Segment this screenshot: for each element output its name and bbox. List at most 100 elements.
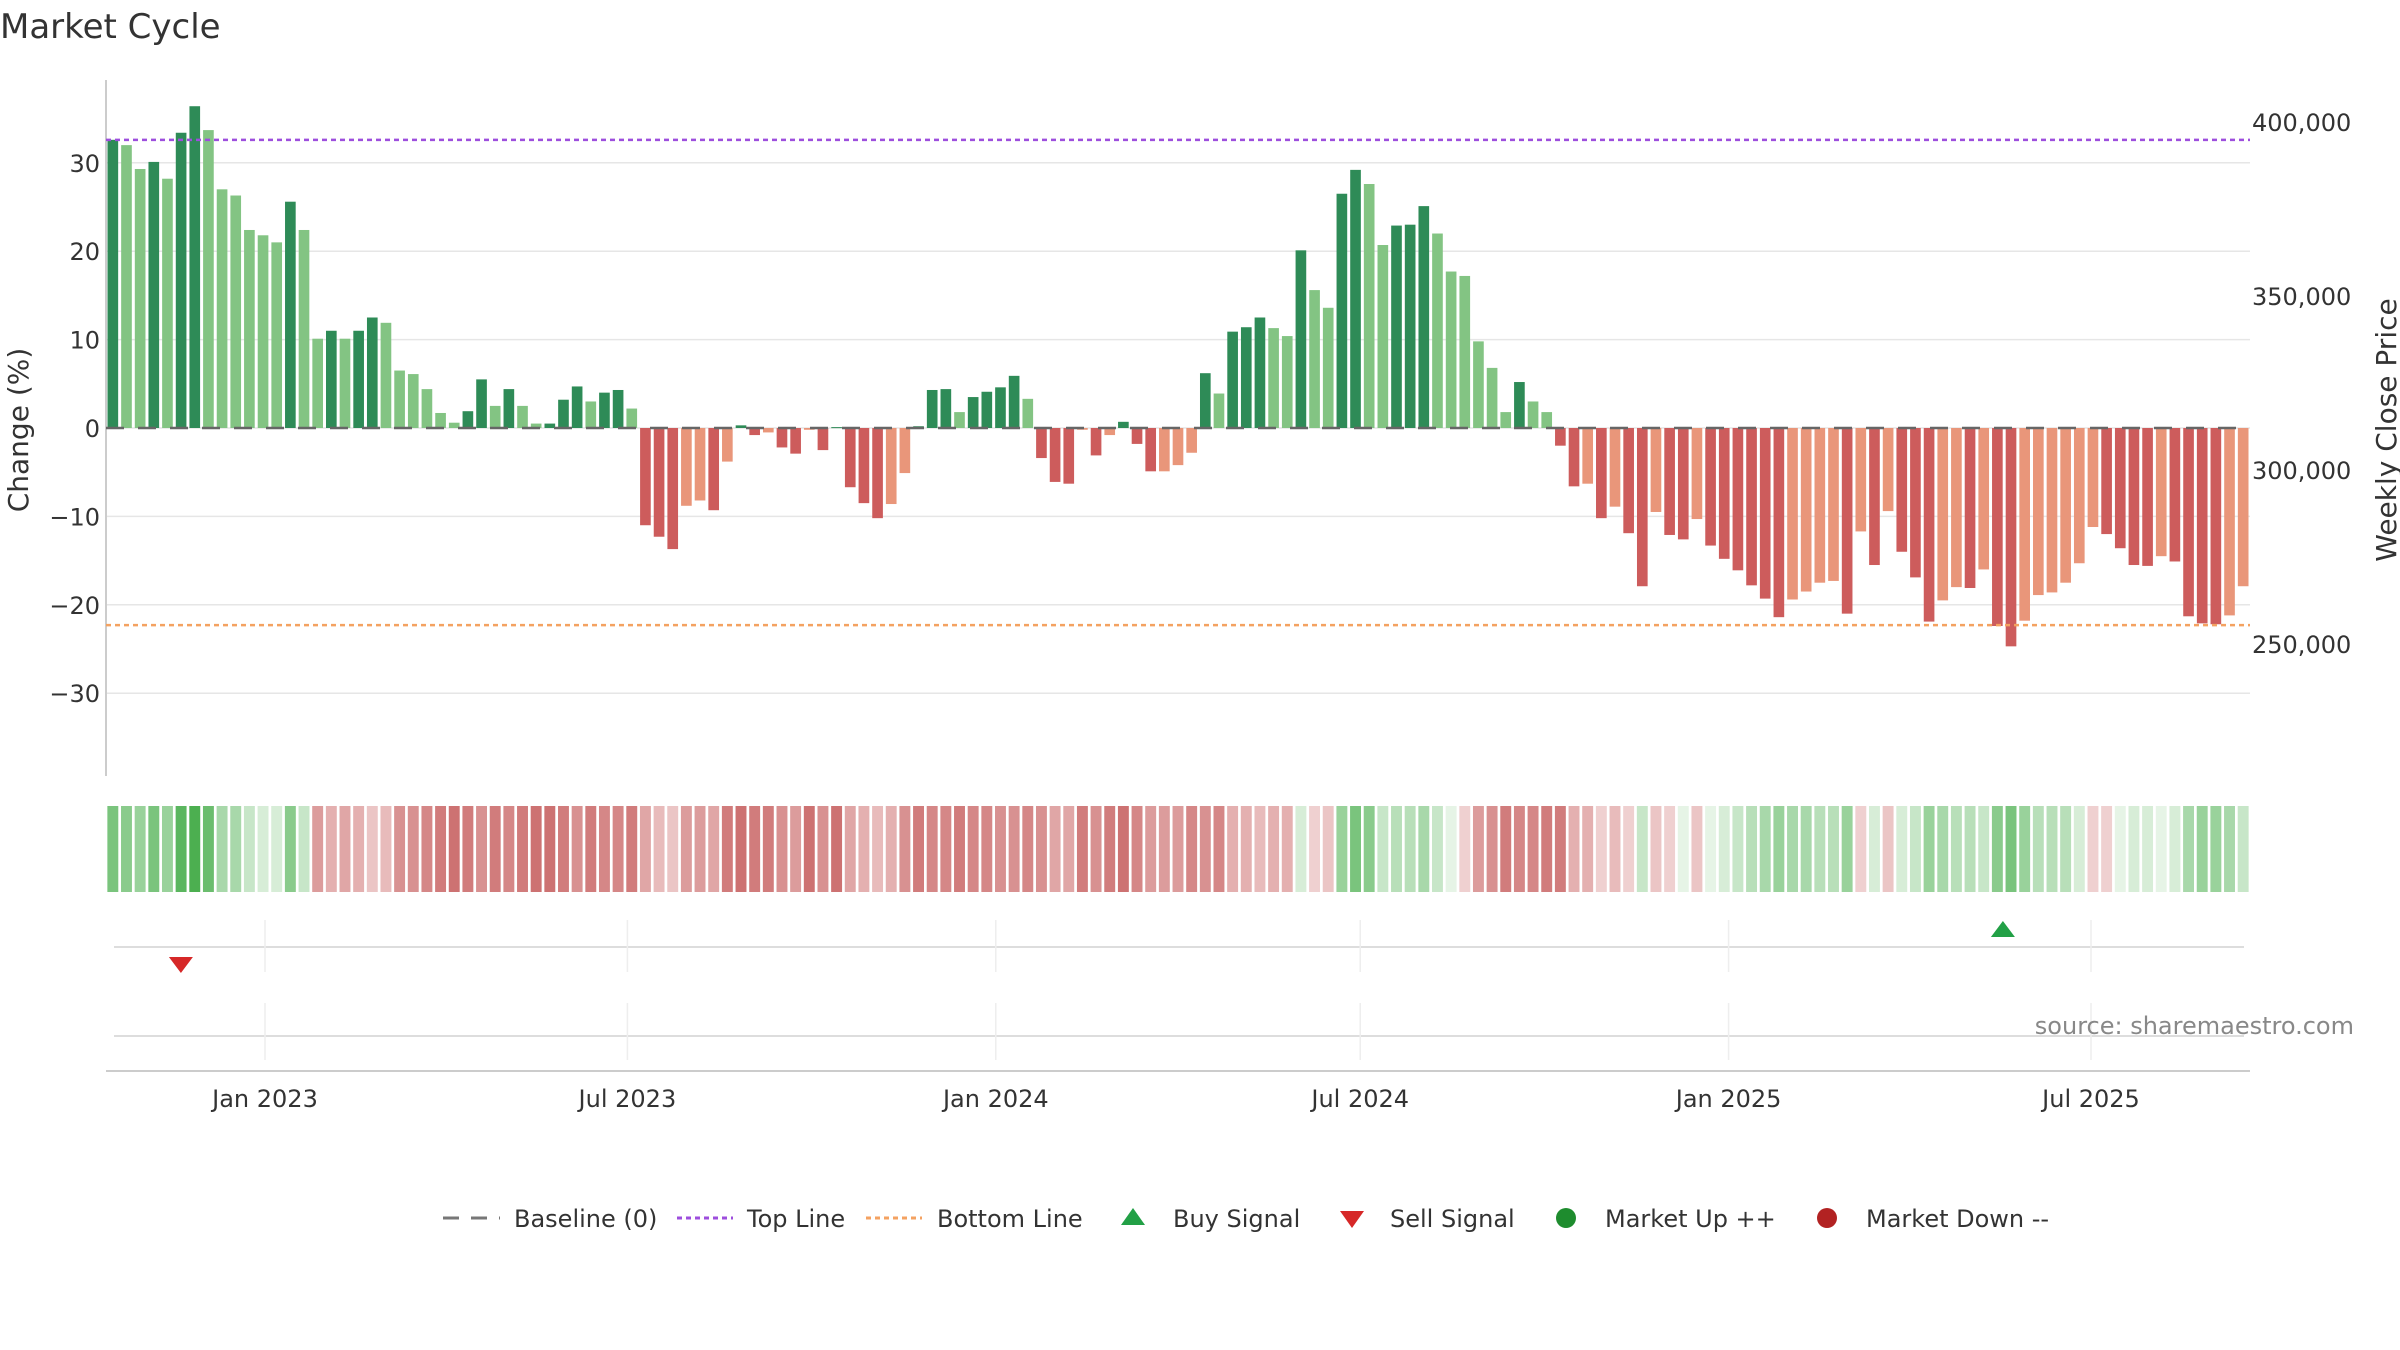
- change-bar: [1787, 428, 1798, 600]
- change-bar: [1500, 412, 1512, 428]
- right-tick-labels: 400,000 350,000 300,000 250,000: [2252, 109, 2351, 659]
- change-bar: [2101, 428, 2112, 535]
- change-bar: [1199, 373, 1211, 428]
- market-state-cell: [1964, 806, 1976, 892]
- market-state-cell: [1773, 806, 1785, 892]
- change-bar: [1527, 401, 1539, 428]
- change-bar: [585, 401, 597, 428]
- market-state-cell: [653, 806, 665, 892]
- change-bar: [462, 411, 474, 428]
- change-bar: [312, 338, 323, 428]
- market-state-cell: [776, 806, 788, 892]
- market-state-cell: [1828, 806, 1839, 892]
- change-bar: [1814, 428, 1826, 583]
- market-state-cell: [284, 806, 296, 892]
- x-tick-label: Jan 2025: [1674, 1085, 1782, 1113]
- market-state-cell: [1377, 806, 1389, 892]
- market-state-cell: [639, 806, 651, 892]
- right-axis-label: Weekly Close Price: [2370, 298, 2400, 561]
- legend-bottom-line-label: Bottom Line: [937, 1205, 1083, 1233]
- change-bar: [2169, 428, 2181, 562]
- market-state-cell: [2210, 806, 2222, 892]
- change-bar: [722, 428, 733, 462]
- change-bar: [1008, 375, 1020, 428]
- market-state-cell: [885, 806, 897, 892]
- market-state-cell: [694, 806, 706, 892]
- change-bar: [2073, 428, 2085, 564]
- change-bar: [667, 428, 679, 550]
- market-state-cell: [1732, 806, 1744, 892]
- right-tick-label: 300,000: [2252, 457, 2351, 485]
- market-state-cell: [558, 806, 569, 892]
- market-state-cell: [1554, 806, 1566, 892]
- change-bar: [1322, 307, 1334, 428]
- change-bar: [1828, 428, 1839, 581]
- change-bar: [858, 428, 870, 504]
- market-state-cell: [448, 806, 460, 892]
- change-bar: [1445, 271, 1457, 428]
- x-tick-label: Jan 2024: [941, 1085, 1049, 1113]
- market-state-cell: [1841, 806, 1853, 892]
- change-bars: [107, 106, 2249, 647]
- market-state-cell: [1322, 806, 1334, 892]
- change-bar: [1118, 421, 1129, 428]
- x-tick-label: Jul 2024: [1309, 1085, 1409, 1113]
- market-state-cell: [1677, 806, 1689, 892]
- market-state-cell: [1787, 806, 1798, 892]
- market-state-cell: [1759, 806, 1771, 892]
- change-bar: [640, 428, 651, 526]
- market-state-cell: [1295, 806, 1307, 892]
- market-state-cell: [612, 806, 624, 892]
- chart-title: Market Cycle: [0, 7, 221, 47]
- market-state-cell: [1923, 806, 1935, 892]
- change-bar: [1063, 428, 1075, 484]
- change-bar: [1186, 428, 1197, 453]
- market-state-cell: [1595, 806, 1607, 892]
- change-bar: [1514, 382, 1525, 428]
- change-bar: [831, 427, 842, 429]
- market-state-cell: [995, 806, 1006, 892]
- market-state-cell: [680, 806, 692, 892]
- change-bar: [489, 405, 501, 428]
- x-tick-label: Jul 2025: [2040, 1085, 2140, 1113]
- legend-market-up-label: Market Up ++: [1605, 1205, 1776, 1233]
- market-state-cell: [598, 806, 610, 892]
- market-state-cell: [1568, 806, 1580, 892]
- change-bar: [435, 412, 446, 428]
- change-bar: [1049, 428, 1061, 482]
- legend-sell-signal-label: Sell Signal: [1390, 1205, 1515, 1233]
- change-bar: [694, 428, 706, 501]
- market-state-cell: [2032, 806, 2044, 892]
- market-state-cell: [1063, 806, 1075, 892]
- change-bar: [817, 428, 829, 451]
- x-tick-label: Jan 2023: [210, 1085, 318, 1113]
- market-state-cell: [366, 806, 378, 892]
- market-state-cell: [257, 806, 269, 892]
- signal-markers: [168, 921, 2015, 973]
- market-state-cell: [1090, 806, 1102, 892]
- right-tick-label: 250,000: [2252, 631, 2351, 659]
- market-state-cell: [2046, 806, 2058, 892]
- change-bar: [366, 317, 378, 428]
- market-state-cell: [1172, 806, 1184, 892]
- change-bar: [1623, 428, 1634, 534]
- market-state-cell: [571, 806, 583, 892]
- change-bar: [1882, 428, 1894, 512]
- change-bar: [571, 386, 583, 428]
- legend-buy-signal-label: Buy Signal: [1173, 1205, 1300, 1233]
- change-bar: [885, 428, 897, 505]
- market-state-cell: [1623, 806, 1635, 892]
- market-state-cell: [831, 806, 843, 892]
- change-bar: [1541, 412, 1553, 428]
- change-bar: [708, 428, 720, 511]
- market-state-cell: [421, 806, 433, 892]
- market-state-cell: [899, 806, 911, 892]
- change-bar: [803, 428, 815, 430]
- market-state-cell: [148, 806, 160, 892]
- change-bar: [517, 405, 528, 428]
- change-bar: [1295, 250, 1307, 428]
- legend-top-line: Top Line: [677, 1205, 845, 1233]
- market-state-cell: [462, 806, 474, 892]
- market-state-cell: [121, 806, 132, 892]
- market-state-cell: [380, 806, 392, 892]
